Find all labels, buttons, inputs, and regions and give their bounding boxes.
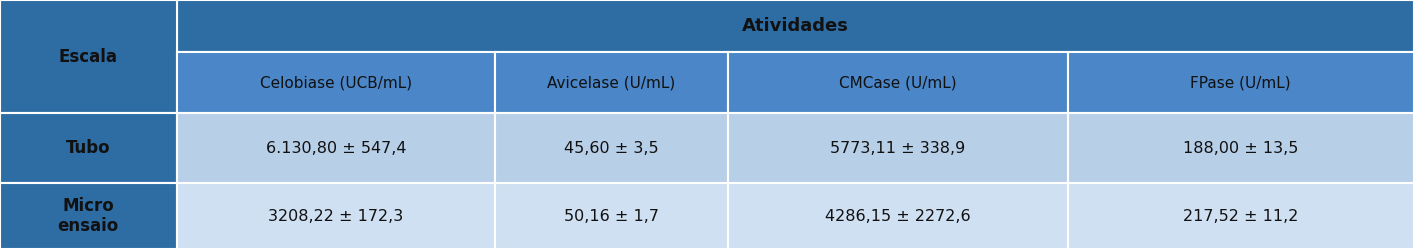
Bar bbox=[0, 113, 177, 183]
Bar bbox=[177, 52, 495, 113]
Bar bbox=[495, 183, 728, 249]
Text: Tubo: Tubo bbox=[66, 139, 110, 157]
Text: CMCase (U/mL): CMCase (U/mL) bbox=[839, 75, 957, 90]
Bar bbox=[0, 0, 177, 52]
Text: Escala: Escala bbox=[59, 48, 117, 66]
Text: 45,60 ± 3,5: 45,60 ± 3,5 bbox=[564, 141, 659, 156]
Text: FPase (U/mL): FPase (U/mL) bbox=[1191, 75, 1291, 90]
Bar bbox=[177, 183, 495, 249]
Text: Atividades: Atividades bbox=[742, 17, 848, 35]
Bar bbox=[728, 113, 1068, 183]
Bar bbox=[728, 183, 1068, 249]
Text: 4286,15 ± 2272,6: 4286,15 ± 2272,6 bbox=[826, 208, 970, 224]
Bar bbox=[728, 52, 1068, 113]
Text: 217,52 ± 11,2: 217,52 ± 11,2 bbox=[1184, 208, 1298, 224]
Bar bbox=[177, 113, 495, 183]
Bar bbox=[1068, 113, 1414, 183]
Bar bbox=[0, 0, 177, 113]
Text: Celobiase (UCB/mL): Celobiase (UCB/mL) bbox=[260, 75, 411, 90]
Bar bbox=[177, 0, 1414, 52]
Bar bbox=[495, 113, 728, 183]
Text: Avicelase (U/mL): Avicelase (U/mL) bbox=[547, 75, 676, 90]
Bar bbox=[1068, 183, 1414, 249]
Text: 3208,22 ± 172,3: 3208,22 ± 172,3 bbox=[269, 208, 403, 224]
Text: 188,00 ± 13,5: 188,00 ± 13,5 bbox=[1184, 141, 1298, 156]
Text: 50,16 ± 1,7: 50,16 ± 1,7 bbox=[564, 208, 659, 224]
Text: 5773,11 ± 338,9: 5773,11 ± 338,9 bbox=[830, 141, 966, 156]
Text: Micro
ensaio: Micro ensaio bbox=[58, 197, 119, 235]
Bar bbox=[495, 52, 728, 113]
Bar bbox=[0, 183, 177, 249]
Text: 6.130,80 ± 547,4: 6.130,80 ± 547,4 bbox=[266, 141, 406, 156]
Bar bbox=[1068, 52, 1414, 113]
